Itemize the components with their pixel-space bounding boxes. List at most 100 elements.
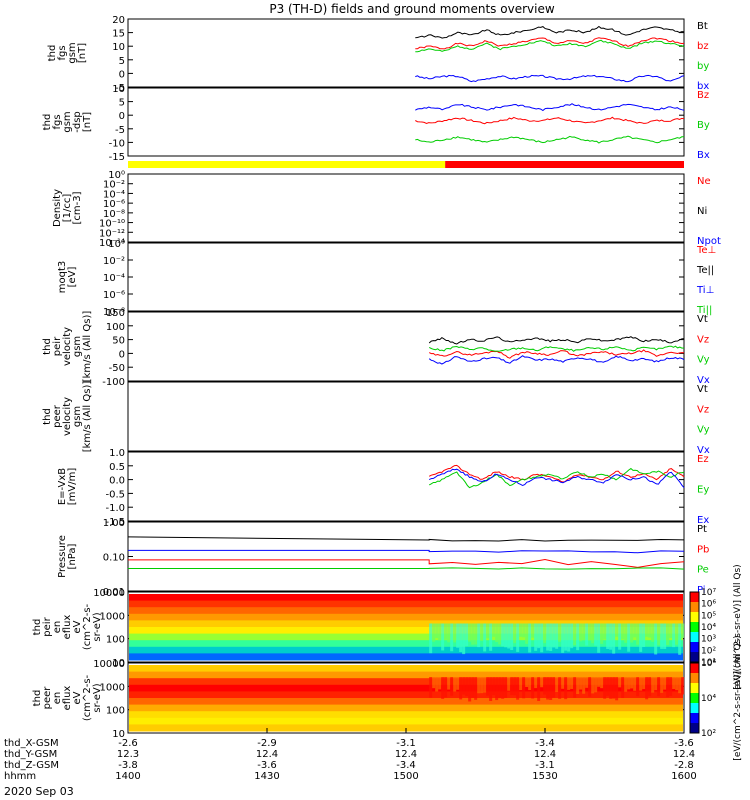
heatmap-cell <box>651 623 655 642</box>
heatmap-cell <box>672 623 676 648</box>
heatmap-band <box>129 665 683 673</box>
legend-Bz: Bz <box>697 90 709 101</box>
legend-Pb: Pb <box>697 544 709 555</box>
legend-bz: bz <box>697 41 709 52</box>
xaxis-value: -3.4 <box>535 738 555 749</box>
panel-8: Pressure [nPa] 0.01 0.10 1.00 Pt Pb Pe Pi <box>57 518 709 598</box>
figure-title: P3 (TH-D) fields and ground moments over… <box>269 2 554 16</box>
heatmap-cell <box>456 677 460 690</box>
heatmap-cell <box>489 677 493 701</box>
heatmap-cell <box>681 623 685 638</box>
ylabel-line: peir <box>52 336 63 356</box>
heatmap-band <box>129 698 683 706</box>
heatmap-cell <box>429 623 433 654</box>
ytick-label: 0.10 <box>103 553 125 564</box>
series-Vy <box>428 345 685 352</box>
ytick-label: 5 <box>119 56 125 67</box>
ylabel-line: gsm <box>67 42 78 63</box>
xaxis-value: 12.4 <box>673 749 695 760</box>
heatmap-cell <box>564 677 568 700</box>
colorbar-tick: 10⁶ <box>701 600 716 610</box>
panel-6: thd peer velocity gsm [km/s (All Qs)] Vt Vz Vy V… <box>42 381 710 456</box>
heatmap-band <box>129 724 683 732</box>
ylabel-line: en <box>52 692 63 705</box>
heatmap-cell <box>507 677 511 691</box>
colorbar-tick: 10² <box>701 646 716 656</box>
heatmap-cell <box>480 623 484 641</box>
heatmap-cell <box>546 623 550 651</box>
heatmap-cell <box>540 677 544 688</box>
ylabel-line: (cm^2-s- <box>82 674 93 721</box>
heatmap-cell <box>585 677 589 688</box>
heatmap-cell <box>438 623 442 641</box>
ytick-label: 0 <box>119 69 125 80</box>
ylabel-line: velocity <box>62 397 73 436</box>
legend-Ne: Ne <box>697 176 711 187</box>
heatmap-cell <box>465 677 469 697</box>
heatmap-cell <box>657 677 661 697</box>
ytick-label: 10⁻¹² <box>99 228 125 239</box>
heatmap-cell <box>597 623 601 653</box>
ytick-label: -0.5 <box>105 489 125 500</box>
ylabel-line: gsm <box>72 406 83 427</box>
heatmap-cell <box>504 677 508 698</box>
heatmap-cell <box>561 677 565 689</box>
heatmap-cell <box>453 623 457 643</box>
ytick-label: 10 <box>112 729 125 740</box>
heatmap-cell <box>462 623 466 655</box>
heatmap-cell <box>492 677 496 696</box>
ytick-label: 10⁻⁸ <box>103 307 125 318</box>
heatmap-cell <box>456 623 460 648</box>
heatmap-cell <box>495 623 499 643</box>
legend-Te||: Te|| <box>696 265 714 276</box>
xaxis-row-label: thd_X-GSM <box>4 738 59 749</box>
legend-Bt: Bt <box>697 21 708 32</box>
series-Ey <box>428 467 685 489</box>
heatmap-cell <box>501 677 505 699</box>
heatmap-cell <box>468 623 472 642</box>
ylabel-line: peer <box>52 404 63 428</box>
heatmap-cell <box>513 623 517 644</box>
panel-frame <box>127 311 685 382</box>
heatmap-cell <box>501 623 505 647</box>
ylabel-line: -dsp <box>72 111 83 133</box>
heatmap-cell <box>588 623 592 641</box>
panel-frame <box>127 381 685 452</box>
heatmap-cell <box>669 677 673 696</box>
panel-frame <box>127 173 685 243</box>
heatmap-cell <box>654 677 658 691</box>
legend-Vy: Vy <box>697 355 710 366</box>
heatmap-cell <box>543 677 547 695</box>
heatmap-cell <box>633 677 637 691</box>
ytick-label: 0 <box>119 349 125 360</box>
ytick-label: 1000 <box>100 611 125 622</box>
legend-Vt: Vt <box>697 314 708 325</box>
heatmap-cell <box>558 623 562 642</box>
heatmap-cell <box>516 623 520 652</box>
xaxis-row-label: thd_Y-GSM <box>4 749 57 760</box>
heatmap-cell <box>666 623 670 646</box>
heatmap-cell <box>489 623 493 651</box>
heatmap-cell <box>552 677 556 698</box>
ylabel-line: (cm^2-s- <box>82 603 93 650</box>
colorbar-swatch <box>690 632 699 643</box>
ytick-label: 1.00 <box>103 518 125 529</box>
colorbar-swatch <box>690 612 699 623</box>
ylabel-line: thd <box>32 619 43 636</box>
ylabel-line: [eV] <box>67 267 78 288</box>
ylabel-line: thd <box>47 45 58 62</box>
heatmap-cell <box>567 677 571 690</box>
heatmap-cell <box>666 677 670 698</box>
ylabel-line: [cm-3] <box>72 191 83 224</box>
heatmap-band <box>129 607 683 615</box>
heatmap-cell <box>438 677 442 690</box>
colorbar-tick: 10⁴ <box>701 694 716 704</box>
heatmap-cell <box>651 677 655 693</box>
ytick-label: 10⁻⁴ <box>103 273 125 284</box>
heatmap-cell <box>588 677 592 697</box>
series-Bx <box>415 103 685 112</box>
series-Vt <box>428 336 685 345</box>
ytick-label: 10000 <box>93 588 125 599</box>
heatmap-cell <box>495 677 499 701</box>
heatmap-cell <box>621 623 625 640</box>
